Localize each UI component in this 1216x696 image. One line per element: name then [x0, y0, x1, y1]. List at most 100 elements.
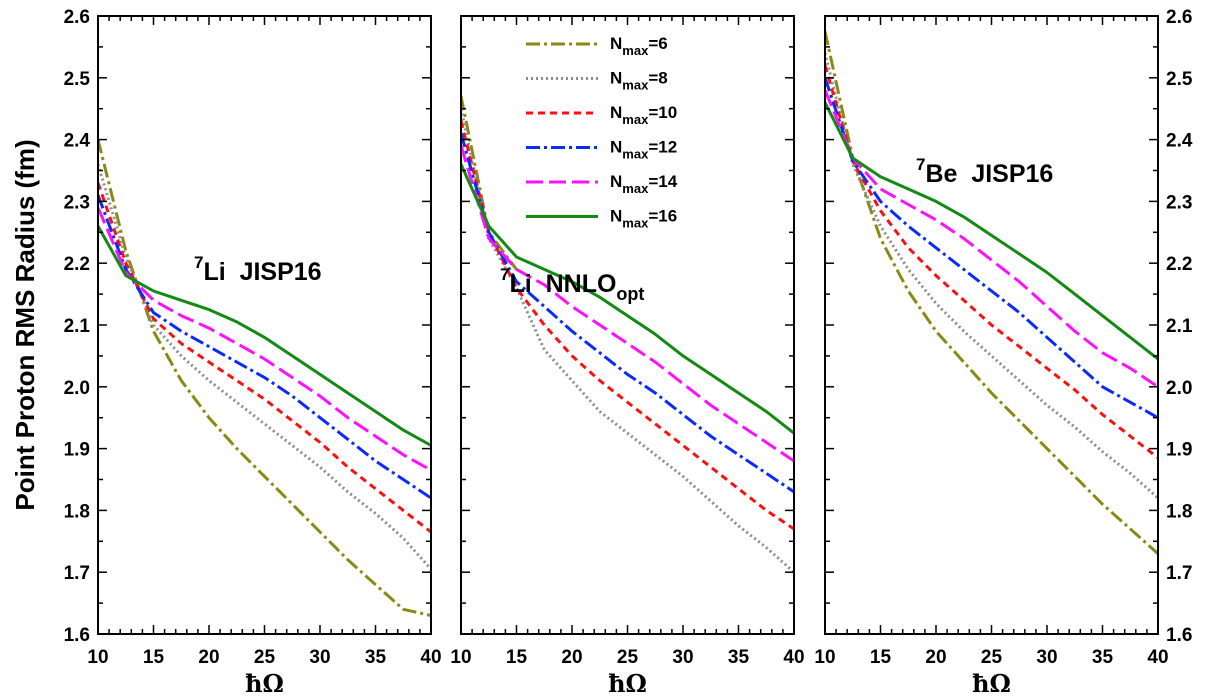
panel-label-mass-number: 7: [500, 265, 509, 284]
legend-symbol: N: [610, 34, 622, 53]
y-axis-title: Point Proton RMS Radius (fm): [10, 139, 40, 510]
y-tick-label-right: 2.2: [1166, 254, 1192, 275]
panel-label-nucleus: Li: [203, 258, 225, 286]
x-tick-label: 15: [506, 647, 528, 668]
y-tick-label-left: 1.7: [64, 563, 90, 584]
series-line-nmax-16: [98, 225, 431, 447]
legend-subscript: max: [622, 78, 649, 93]
x-tick-label: 10: [450, 647, 471, 668]
series-line-nmax-8: [825, 52, 1158, 500]
panel-label-nucleus: Be: [925, 160, 957, 188]
x-tick-label: 35: [1092, 647, 1114, 668]
y-tick-label-left: 2.0: [64, 378, 90, 399]
y-tick-label-left: 2.3: [64, 192, 90, 213]
x-tick-label: 40: [1147, 647, 1168, 668]
panel-label: 7Li JISP16: [194, 253, 322, 286]
y-tick-label-left: 2.2: [64, 254, 90, 275]
panel-label: 7Li NNLOopt: [500, 265, 644, 304]
x-tick-label: 25: [254, 647, 276, 668]
y-tick-label-left: 2.6: [64, 7, 90, 28]
legend-entry-label: Nmax=16: [610, 207, 677, 231]
panel-label-interaction: NNLO: [532, 270, 617, 298]
legend-entry-label: Nmax=10: [610, 103, 677, 127]
series-group: [461, 95, 794, 574]
series-line-nmax-14: [461, 145, 794, 463]
series-line-nmax-12: [461, 132, 794, 494]
y-tick-label-right: 2.5: [1166, 69, 1193, 90]
y-tick-label-left: 2.5: [64, 69, 91, 90]
x-tick-label: 20: [925, 647, 946, 668]
series-line-nmax-14: [825, 89, 1158, 389]
legend-entry-label: Nmax=6: [610, 34, 668, 58]
x-tick-label: 35: [365, 647, 387, 668]
series-line-nmax-12: [825, 77, 1158, 420]
x-tick-label: 15: [870, 647, 892, 668]
y-tick-label-right: 2.6: [1166, 7, 1192, 28]
legend-symbol: N: [610, 172, 622, 191]
x-tick-label: 25: [617, 647, 639, 668]
y-tick-label-right: 2.3: [1166, 192, 1192, 213]
y-tick-label-left: 2.4: [64, 131, 91, 152]
series-line-nmax-10: [98, 182, 431, 534]
legend-subscript: max: [622, 112, 649, 127]
legend-value: =8: [648, 69, 667, 88]
x-tick-label: 30: [1036, 647, 1057, 668]
legend-subscript: max: [622, 147, 649, 162]
x-tick-label: 35: [728, 647, 750, 668]
series-line-nmax-16: [461, 163, 794, 435]
panel-label-interaction-sub: opt: [616, 284, 644, 304]
legend-subscript: max: [622, 216, 649, 231]
x-tick-label: 40: [783, 647, 804, 668]
y-tick-label-right: 1.6: [1166, 625, 1192, 646]
x-tick-label: 15: [143, 647, 165, 668]
legend-subscript: max: [622, 43, 649, 58]
series-line-nmax-8: [461, 108, 794, 574]
panel-3: 10 15 20 25 30 35 40 ħΩ 7Be JISP16: [814, 15, 1169, 696]
legend-entry-label: Nmax=14: [610, 172, 678, 196]
series-line-nmax-12: [98, 194, 431, 500]
series-line-nmax-10: [825, 64, 1158, 460]
x-axis-title: ħΩ: [972, 669, 1011, 696]
panel-label: 7Be JISP16: [916, 155, 1053, 188]
y-tick-label-left: 1.9: [64, 440, 90, 461]
series-line-nmax-6: [825, 31, 1158, 555]
legend-symbol: N: [610, 103, 622, 122]
y-tick-label-left: 1.6: [64, 625, 90, 646]
x-axis-title: ħΩ: [245, 669, 284, 696]
series-line-nmax-6: [98, 139, 431, 617]
y-tick-label-left: 2.1: [64, 316, 91, 337]
legend-symbol: N: [610, 138, 622, 157]
x-tick-label: 20: [198, 647, 219, 668]
panel-1: 10 15 20 25 30 35 40 ħΩ 7Li JISP16: [87, 15, 442, 696]
x-tick-label: 10: [814, 647, 835, 668]
y-tick-label-right: 2.1: [1166, 316, 1193, 337]
series-group: [98, 139, 431, 617]
series-line-nmax-14: [98, 207, 431, 472]
y-tick-label-right: 2.4: [1166, 131, 1193, 152]
y-tick-label-right: 1.7: [1166, 563, 1192, 584]
x-tick-label: 25: [981, 647, 1003, 668]
y-tick-label-right: 2.0: [1166, 378, 1192, 399]
series-line-nmax-16: [825, 101, 1158, 361]
panel-frame: [97, 15, 432, 635]
panel-label-nucleus: Li: [509, 270, 531, 298]
legend-value: =16: [648, 207, 677, 226]
panel-label-interaction: JISP16: [957, 160, 1053, 188]
legend-value: =12: [648, 138, 677, 157]
x-axis-title: ħΩ: [608, 669, 647, 696]
y-tick-label-right: 1.8: [1166, 501, 1192, 522]
legend-entry-label: Nmax=12: [610, 138, 677, 162]
x-tick-label: 40: [420, 647, 441, 668]
x-tick-label: 30: [309, 647, 330, 668]
legend-symbol: N: [610, 207, 622, 226]
y-tick-label-left: 1.8: [64, 501, 90, 522]
series-line-nmax-10: [461, 120, 794, 531]
panel-label-mass-number: 7: [916, 155, 925, 174]
x-tick-label: 30: [672, 647, 693, 668]
panel-label-interaction: JISP16: [226, 258, 322, 286]
legend-subscript: max: [622, 181, 649, 196]
x-tick-label: 10: [87, 647, 108, 668]
panel-2: 10 15 20 25 30 35 40 ħΩ 7Li NNLOopt: [450, 15, 805, 696]
